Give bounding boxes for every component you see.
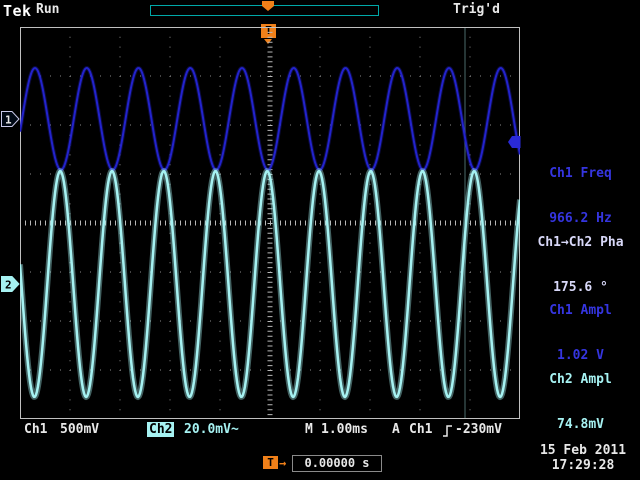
measurement-label: Ch2 Ampl xyxy=(549,372,612,387)
trigger-status: Trig'd xyxy=(453,2,500,17)
ch2-scale-readout: 20.0mV~ xyxy=(184,422,239,437)
graticule-svg xyxy=(17,27,523,419)
trigger-source-readout: Ch1 xyxy=(409,422,433,437)
acquisition-state: Run xyxy=(36,2,60,17)
measurement-value: 74.8mV xyxy=(557,417,604,432)
trigger-level-readout: -230mV xyxy=(455,422,502,437)
ch2-label-badge: Ch2 xyxy=(147,422,175,437)
measurement-phase: Ch1→Ch2 Pha 175.6 ° xyxy=(521,205,640,325)
measurement-value: 175.6 ° xyxy=(553,280,608,295)
measurement-ch2-ampl: Ch2 Ampl 74.8mV xyxy=(521,342,640,462)
ch1-position-marker: 1 xyxy=(1,111,20,127)
trigger-t-arrow-icon xyxy=(264,39,272,44)
measurement-ch1-freq: Ch1 Freq 966.2 Hz xyxy=(521,136,640,256)
ch2-marker-label: 2 xyxy=(5,279,12,292)
ch1-label: Ch1 xyxy=(24,422,48,437)
measurement-value: 966.2 Hz xyxy=(549,211,612,226)
ch1-marker-label: 1 xyxy=(5,114,12,127)
ch1-scale-readout: 500mV xyxy=(60,422,100,437)
measurement-label: Ch1 Freq xyxy=(549,166,612,181)
timebase-label: M xyxy=(305,422,313,437)
trigger-time-marker: T xyxy=(263,456,278,469)
timebase-readout: 1.00ms xyxy=(321,422,368,437)
measurement-label: Ch1→Ch2 Pha xyxy=(537,235,624,250)
measurement-label: Ch1 Ampl xyxy=(549,303,612,318)
trigger-position-marker-icon xyxy=(262,1,274,11)
measurement-ch1-ampl: Ch1 Ampl 1.02 V xyxy=(521,273,640,393)
time-text: 17:29:28 xyxy=(551,458,615,473)
trigger-arrow-icon: → xyxy=(279,456,287,470)
trigger-time-readout: 0.00000 s xyxy=(292,455,382,472)
measurement-value: 1.02 V xyxy=(557,348,604,363)
ch2-position-marker: 2 xyxy=(1,276,20,292)
brand-logo: Tek xyxy=(3,2,32,20)
trigger-mode-label: A xyxy=(392,422,400,437)
trigger-level-marker-icon xyxy=(508,136,521,148)
date-text: 15 Feb 2011 xyxy=(539,443,627,458)
graticule xyxy=(17,27,523,419)
rising-edge-icon xyxy=(443,425,452,437)
